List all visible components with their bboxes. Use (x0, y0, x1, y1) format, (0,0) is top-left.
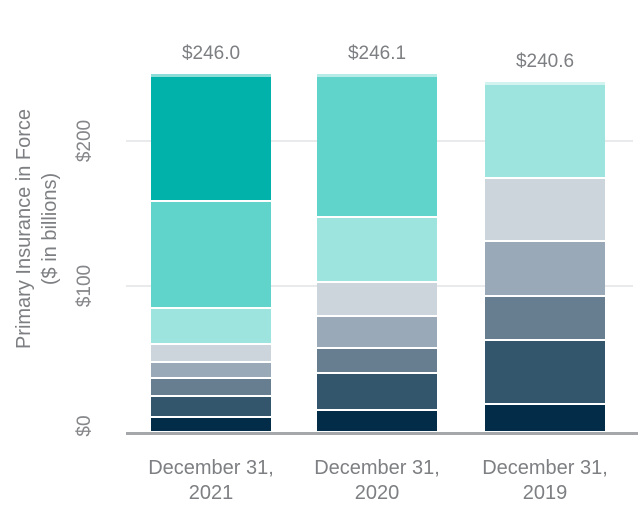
x-axis-label-line1: December 31, (292, 456, 462, 481)
bar-segment-2021-segment-3-slate (151, 378, 271, 395)
bar-top-highlight (485, 82, 605, 85)
segment-divider (485, 339, 605, 341)
segment-divider (317, 409, 437, 411)
bar-segment-2019-segment-3-slate (485, 296, 605, 340)
bar-2019 (485, 82, 605, 431)
segment-divider (317, 372, 437, 374)
bar-segment-2020-segment-5-light-gray (317, 282, 437, 316)
segment-divider (485, 403, 605, 405)
bar-segment-2020-segment-2-dark-blue (317, 373, 437, 410)
segment-divider (151, 416, 271, 418)
y-tick-200: $200 (74, 120, 96, 162)
segment-divider (151, 343, 271, 345)
bar-segment-2020-segment-3-slate (317, 348, 437, 373)
segment-divider (151, 200, 271, 202)
bar-segment-2019-segment-5-light-gray (485, 178, 605, 241)
bar-segment-2020-segment-4-gray-blue (317, 316, 437, 348)
x-axis-label-2020: December 31,2020 (292, 456, 462, 505)
segment-divider (485, 240, 605, 242)
segment-divider (485, 295, 605, 297)
bar-segment-2021-segment-1-navy (151, 417, 271, 432)
bar-segment-2021-segment-6-pale-teal (151, 308, 271, 344)
bar-2021 (151, 74, 271, 431)
bar-segment-2019-segment-4-gray-blue (485, 241, 605, 296)
bar-segment-2019-segment-2-dark-blue (485, 340, 605, 404)
segment-divider (317, 315, 437, 317)
bar-total-label: $246.0 (151, 43, 271, 65)
x-axis-label-line1: December 31, (126, 456, 296, 481)
bar-segment-2021-segment-5-light-gray (151, 344, 271, 362)
segment-divider (151, 395, 271, 397)
x-axis-label-2019: December 31,2019 (460, 456, 630, 505)
bar-segment-2021-segment-2-dark-blue (151, 396, 271, 417)
x-axis-line (126, 432, 638, 436)
bar-2020 (317, 74, 437, 431)
segment-divider (151, 377, 271, 379)
segment-divider (151, 361, 271, 363)
bar-top-highlight (317, 74, 437, 77)
bar-segment-2021-segment-8-dark-teal (151, 74, 271, 200)
x-axis-label-line2: 2020 (292, 481, 462, 505)
x-axis-label-line2: 2021 (126, 481, 296, 505)
bar-total-label: $240.6 (485, 51, 605, 73)
bar-segment-2021-segment-4-gray-blue (151, 362, 271, 378)
bar-segment-2019-segment-1-navy (485, 404, 605, 432)
x-axis-label-line1: December 31, (460, 456, 630, 481)
y-tick-0: $0 (74, 415, 96, 436)
segment-divider (317, 347, 437, 349)
segment-divider (317, 281, 437, 283)
x-axis-label-line2: 2019 (460, 481, 630, 505)
segment-divider (317, 216, 437, 218)
bar-top-highlight (151, 74, 271, 77)
y-tick-100: $100 (74, 265, 96, 307)
bar-total-label: $246.1 (317, 43, 437, 65)
segment-divider (485, 177, 605, 179)
bar-segment-2020-segment-7-medium-teal (317, 74, 437, 216)
x-axis-label-2021: December 31,2021 (126, 456, 296, 505)
segment-divider (151, 307, 271, 309)
bar-segment-2021-segment-7-medium-teal (151, 201, 271, 308)
bar-segment-2020-segment-6-pale-teal (317, 217, 437, 282)
bar-segment-2020-segment-1-navy (317, 410, 437, 432)
bar-segment-2019-segment-6-pale-teal (485, 82, 605, 178)
